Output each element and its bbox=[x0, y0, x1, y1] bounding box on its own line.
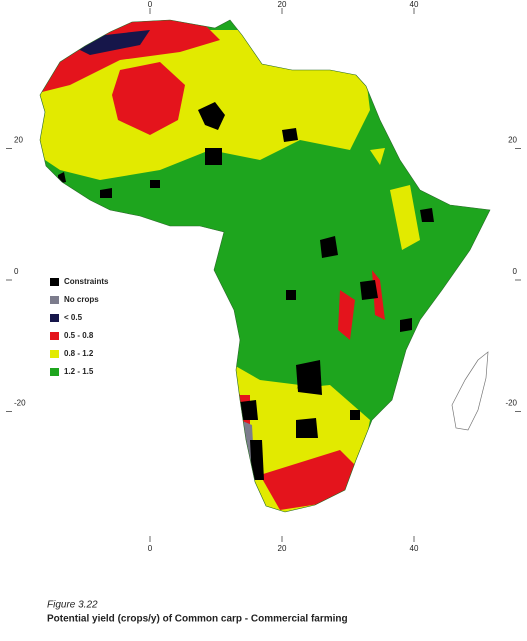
right-tick-label: -20 bbox=[505, 399, 517, 408]
left-tick-label: 0 bbox=[14, 267, 19, 276]
legend-swatch bbox=[50, 332, 59, 340]
legend-swatch bbox=[50, 296, 59, 304]
legend-swatch bbox=[50, 314, 59, 322]
legend-swatch bbox=[50, 278, 59, 286]
right-tick-label: 0 bbox=[513, 267, 518, 276]
constraint-areas bbox=[58, 102, 434, 505]
top-tick-label: 40 bbox=[410, 0, 419, 9]
legend-label: 1.2 - 1.5 bbox=[64, 367, 94, 376]
legend-label: 0.5 - 0.8 bbox=[64, 331, 94, 340]
legend-label: < 0.5 bbox=[64, 313, 83, 322]
left-tick-label: 20 bbox=[14, 136, 23, 145]
legend-label: 0.8 - 1.2 bbox=[64, 349, 94, 358]
left-tick-label: -20 bbox=[14, 399, 26, 408]
madagascar bbox=[451, 351, 489, 431]
bottom-tick-label: 40 bbox=[410, 544, 419, 553]
figure-title: Potential yield (crops/y) of Common carp… bbox=[47, 614, 348, 625]
legend-swatch bbox=[50, 368, 59, 376]
bottom-tick-label: 0 bbox=[148, 544, 153, 553]
top-tick-label: 0 bbox=[148, 0, 153, 9]
figure-number: Figure 3.22 bbox=[47, 600, 98, 611]
legend-label: Constraints bbox=[64, 277, 109, 286]
right-tick-label: 20 bbox=[508, 136, 517, 145]
bottom-tick-label: 20 bbox=[278, 544, 287, 553]
legend-label: No crops bbox=[64, 295, 99, 304]
top-tick-label: 20 bbox=[278, 0, 287, 9]
legend-swatch bbox=[50, 350, 59, 358]
